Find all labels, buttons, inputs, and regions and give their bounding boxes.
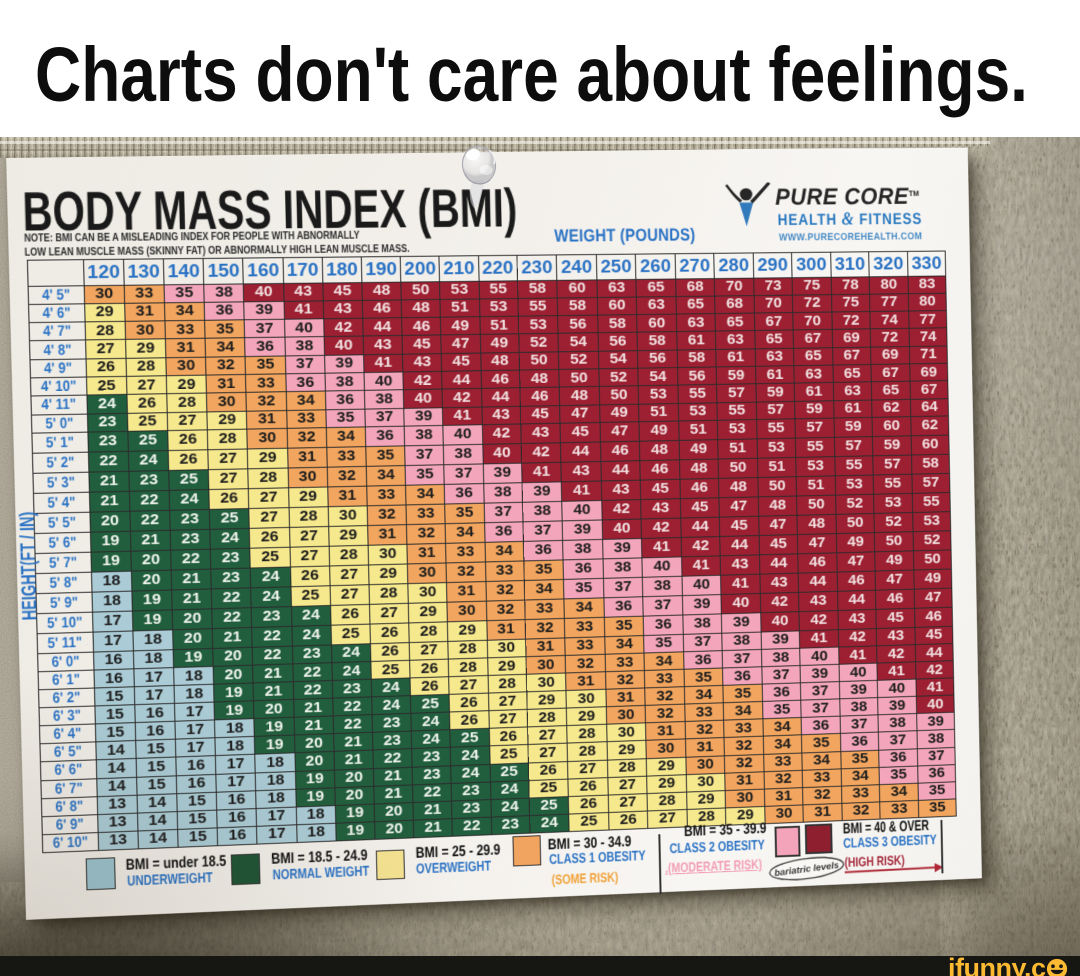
svg-text:bariatric levels: bariatric levels [774, 860, 840, 878]
